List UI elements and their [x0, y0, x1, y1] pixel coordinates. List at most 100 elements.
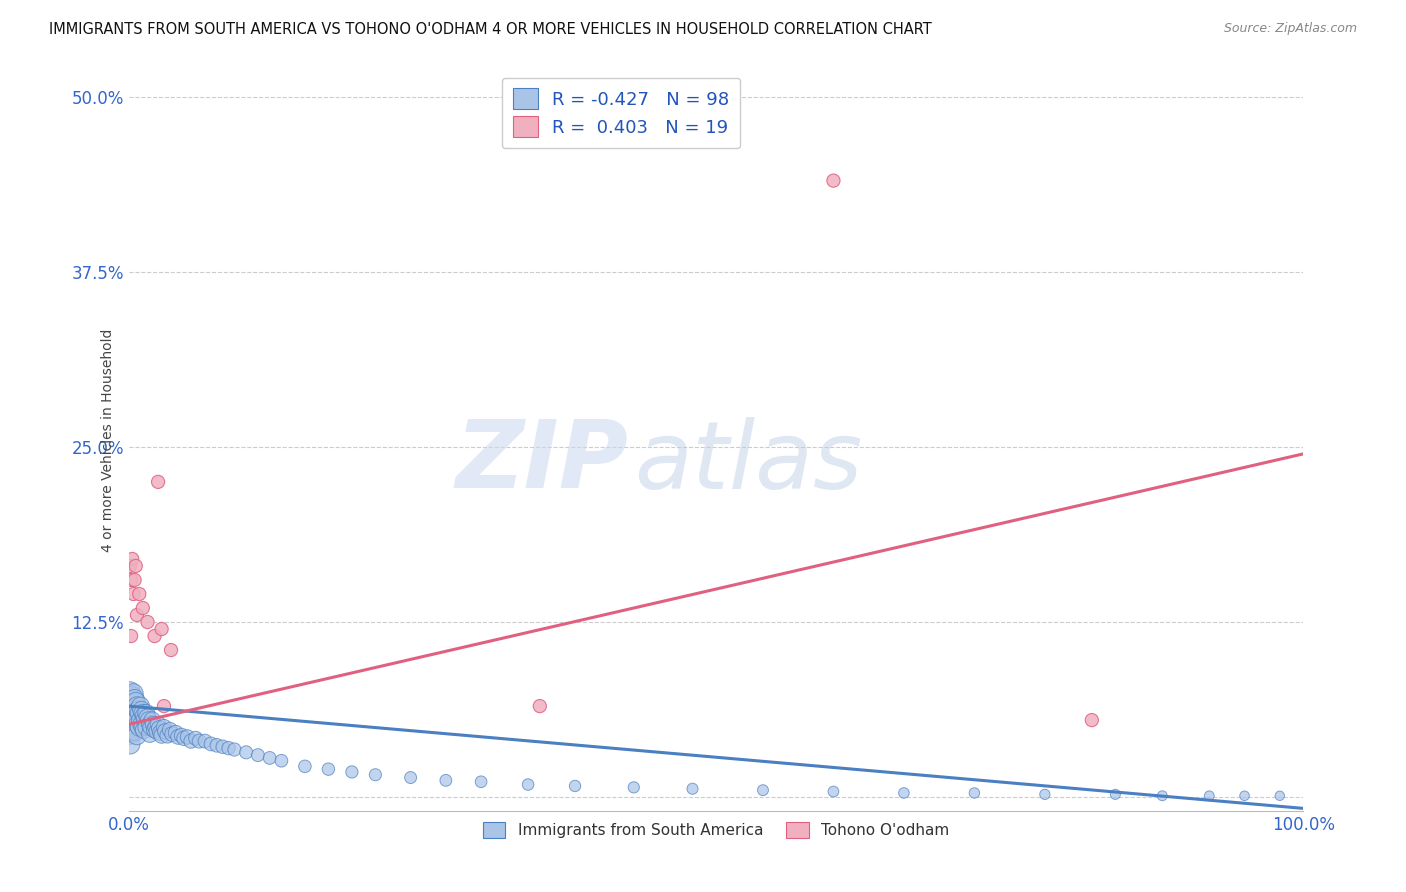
Point	[823, 784, 845, 798]
Point	[752, 783, 775, 797]
Point	[318, 762, 340, 776]
Point	[125, 729, 148, 743]
Point	[132, 723, 155, 737]
Text: atlas: atlas	[634, 417, 862, 508]
Point	[340, 764, 363, 779]
Point	[224, 742, 246, 756]
Point	[124, 705, 146, 719]
Point	[149, 725, 172, 739]
Point	[517, 778, 540, 792]
Point	[188, 734, 211, 748]
Point	[121, 709, 143, 723]
Point	[156, 729, 179, 743]
Point	[246, 748, 269, 763]
Point	[143, 629, 166, 643]
Point	[170, 729, 193, 743]
Point	[270, 754, 292, 768]
Y-axis label: 4 or more Vehicles in Household: 4 or more Vehicles in Household	[101, 328, 115, 551]
Point	[1033, 788, 1056, 802]
Point	[173, 731, 195, 746]
Legend: Immigrants from South America, Tohono O'odham: Immigrants from South America, Tohono O'…	[477, 816, 956, 845]
Point	[120, 713, 142, 727]
Point	[121, 552, 143, 566]
Point	[167, 730, 190, 744]
Point	[159, 723, 181, 737]
Point	[823, 173, 845, 187]
Point	[142, 717, 165, 731]
Point	[127, 703, 149, 717]
Point	[118, 727, 141, 741]
Point	[141, 713, 163, 727]
Point	[136, 710, 159, 724]
Point	[434, 773, 457, 788]
Point	[135, 706, 157, 720]
Point	[120, 702, 142, 716]
Point	[160, 643, 183, 657]
Point	[150, 729, 173, 743]
Point	[122, 717, 145, 731]
Point	[893, 786, 915, 800]
Point	[623, 780, 645, 795]
Point	[122, 686, 145, 700]
Point	[963, 786, 986, 800]
Point	[128, 706, 150, 720]
Text: ZIP: ZIP	[456, 417, 628, 508]
Point	[128, 720, 150, 734]
Point	[176, 730, 198, 744]
Point	[131, 703, 153, 717]
Point	[118, 706, 141, 720]
Point	[131, 717, 153, 731]
Point	[120, 690, 142, 704]
Point	[120, 629, 142, 643]
Point	[139, 720, 162, 734]
Point	[132, 709, 155, 723]
Point	[132, 720, 155, 734]
Point	[122, 587, 145, 601]
Point	[294, 759, 316, 773]
Point	[135, 720, 157, 734]
Point	[121, 693, 143, 707]
Point	[399, 771, 422, 785]
Point	[153, 724, 176, 739]
Point	[122, 703, 145, 717]
Point	[124, 573, 146, 587]
Point	[138, 713, 160, 727]
Point	[145, 720, 167, 734]
Point	[160, 727, 183, 741]
Point	[132, 706, 155, 720]
Point	[148, 722, 170, 736]
Point	[1233, 789, 1256, 803]
Text: IMMIGRANTS FROM SOUTH AMERICA VS TOHONO O'ODHAM 4 OR MORE VEHICLES IN HOUSEHOLD : IMMIGRANTS FROM SOUTH AMERICA VS TOHONO …	[49, 22, 932, 37]
Point	[682, 781, 704, 796]
Point	[120, 573, 142, 587]
Point	[364, 768, 387, 782]
Point	[146, 724, 169, 739]
Point	[129, 713, 152, 727]
Point	[235, 745, 257, 759]
Point	[125, 724, 148, 739]
Point	[194, 734, 217, 748]
Point	[125, 713, 148, 727]
Point	[118, 558, 141, 573]
Point	[180, 734, 202, 748]
Point	[1198, 789, 1220, 803]
Point	[470, 774, 492, 789]
Point	[118, 685, 141, 699]
Point	[218, 741, 240, 756]
Point	[1268, 789, 1291, 803]
Point	[1081, 713, 1104, 727]
Point	[134, 712, 156, 726]
Point	[120, 724, 142, 739]
Point	[146, 717, 169, 731]
Point	[118, 717, 141, 731]
Point	[125, 699, 148, 714]
Point	[1104, 788, 1126, 802]
Point	[118, 737, 141, 751]
Point	[118, 695, 141, 709]
Point	[165, 725, 187, 739]
Point	[150, 622, 173, 636]
Point	[129, 699, 152, 714]
Point	[211, 739, 233, 754]
Point	[128, 587, 150, 601]
Point	[153, 699, 176, 714]
